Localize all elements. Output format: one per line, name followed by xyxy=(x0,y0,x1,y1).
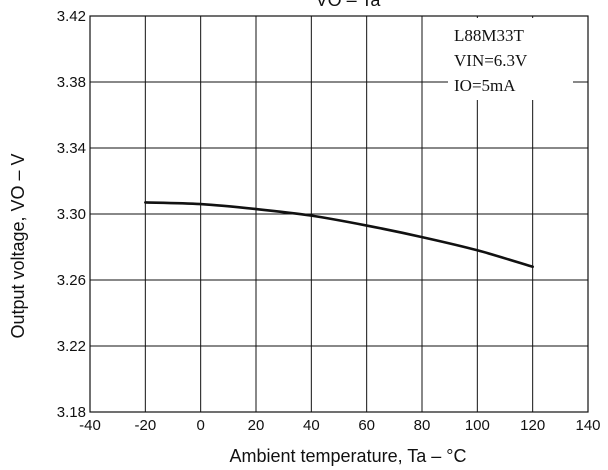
x-axis-label: Ambient temperature, Ta – °C xyxy=(230,446,467,466)
x-tick-label: 20 xyxy=(248,417,265,434)
plot-frame xyxy=(89,15,589,413)
chart-title: VO – Ta xyxy=(316,0,382,10)
x-tick-label: 80 xyxy=(414,417,431,434)
annotation-background xyxy=(448,18,573,100)
x-tick-label: 60 xyxy=(358,417,375,434)
x-tick-label: 120 xyxy=(520,417,545,434)
x-tick-label: -20 xyxy=(134,417,156,434)
x-tick-label: 40 xyxy=(303,417,320,434)
annotation-line-2: VIN=6.3V xyxy=(454,51,528,70)
y-tick-label: 3.26 xyxy=(57,272,86,289)
annotation-line-1: L88M33T xyxy=(454,26,525,45)
y-axis-label: Output voltage, VO – V xyxy=(8,153,28,338)
x-tick-label: 140 xyxy=(575,417,600,434)
y-tick-label: 3.30 xyxy=(57,206,86,223)
annotation-line-3: IO=5mA xyxy=(454,76,516,95)
y-tick-label: 3.18 xyxy=(57,404,86,421)
x-tick-labels: -40 -20 0 20 40 60 80 100 120 140 xyxy=(79,417,600,434)
y-tick-label: 3.34 xyxy=(57,140,86,157)
x-tick-label: 0 xyxy=(196,417,204,434)
x-tick-label: 100 xyxy=(465,417,490,434)
y-tick-label: 3.22 xyxy=(57,338,86,355)
annotation-box: L88M33T VIN=6.3V IO=5mA xyxy=(448,18,573,100)
x-tick-label: -40 xyxy=(79,417,101,434)
y-tick-labels: 3.42 3.38 3.34 3.30 3.26 3.22 3.18 xyxy=(57,8,86,421)
y-tick-label: 3.38 xyxy=(57,74,86,91)
series-line xyxy=(144,201,534,269)
y-tick-label: 3.42 xyxy=(57,8,86,25)
